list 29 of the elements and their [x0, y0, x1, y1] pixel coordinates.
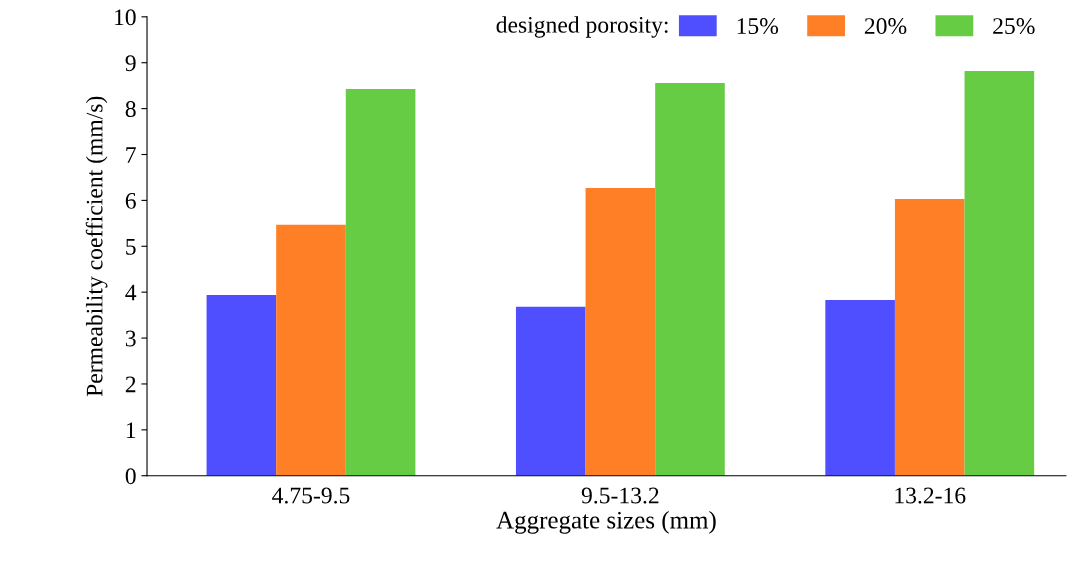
y-tick-label: 4 — [125, 284, 137, 301]
y-tick-label: 2 — [125, 376, 136, 393]
legend-label: 25% — [993, 18, 1035, 35]
bar — [206, 294, 277, 476]
bar — [964, 70, 1035, 476]
bar — [515, 306, 586, 476]
y-tick-label: 7 — [126, 147, 136, 163]
x-tick-label: 4.75-9.5 — [272, 487, 350, 504]
bar — [585, 188, 656, 476]
x-axis-title: Aggregate sizes (mm) — [496, 511, 716, 534]
bar — [825, 299, 895, 476]
legend-label: 20% — [864, 18, 907, 35]
y-tick-label: 9 — [125, 55, 136, 72]
x-tick-label: 9.5-13.2 — [581, 487, 659, 504]
bar — [345, 88, 416, 476]
y-tick-label: 10 — [115, 9, 136, 26]
bar — [655, 82, 725, 476]
y-tick-label: 5 — [126, 239, 136, 255]
y-tick-label: 0 — [125, 468, 136, 485]
y-tick-label: 8 — [125, 101, 136, 118]
bar — [276, 224, 346, 476]
y-tick-label: 6 — [125, 192, 136, 209]
x-tick-label: 13.2-16 — [895, 487, 966, 504]
bar — [894, 199, 965, 476]
legend-label: 15% — [737, 18, 779, 35]
y-tick-label: 1 — [126, 422, 136, 439]
y-tick-label: 3 — [125, 330, 136, 347]
y-axis-title: Permeability coefficient (mm/s) — [85, 96, 108, 397]
legend-title: designed porosity: — [496, 16, 668, 38]
